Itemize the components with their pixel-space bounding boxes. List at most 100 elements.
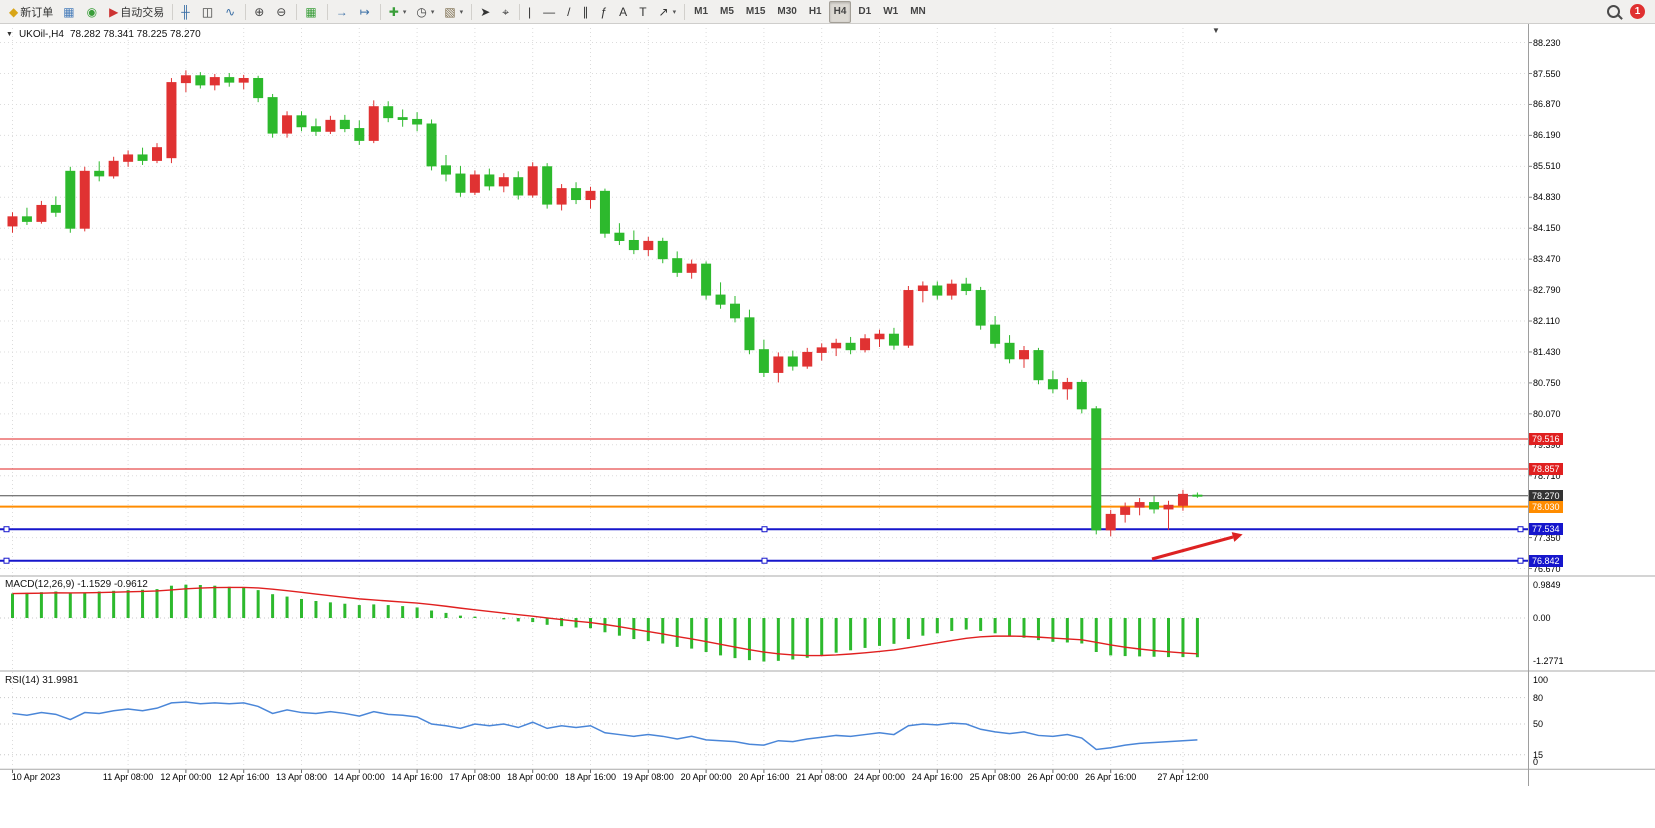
periods-button[interactable]: ◷ ▾ (412, 1, 438, 23)
notification-badge[interactable]: 1 (1630, 4, 1645, 19)
indicators-button[interactable]: ✚ ▾ (385, 1, 411, 23)
timeframe-MN-button[interactable]: MN (910, 6, 926, 17)
new-order-button[interactable]: ◆ 新订单 (5, 1, 57, 23)
price-axis-label: 86.190 (1533, 130, 1561, 141)
rsi-level-label: 15 (1533, 749, 1544, 760)
line-chart-icon: ∿ (225, 4, 236, 19)
auto-scroll-button[interactable]: → (332, 1, 354, 23)
autotrading-button[interactable]: ▶ 自动交易 (105, 1, 168, 23)
rsi-level-label: 80 (1533, 692, 1544, 703)
price-axis-label: 85.510 (1533, 161, 1561, 172)
candlestick-chart-button[interactable]: ◫ (198, 1, 219, 23)
price-axis-label: 84.150 (1533, 223, 1561, 234)
red-line-price-label: 79.516 (1529, 433, 1563, 446)
toolbar-right-group: 1 (1607, 4, 1651, 19)
time-axis-label: 27 Apr 12:00 (1157, 772, 1209, 782)
zoom-out-button[interactable]: ⊖ (272, 1, 292, 23)
chevron-down-icon: ▾ (459, 8, 464, 16)
timeframe-M15-button[interactable]: M15 (745, 6, 766, 17)
cursor-button[interactable]: ➤ (476, 1, 496, 23)
toolbar-separator (379, 3, 381, 20)
charts-grid-button[interactable]: ▦ (59, 1, 80, 23)
timeframe-M1-button[interactable]: M1 (694, 6, 709, 17)
tile-windows-button[interactable]: ▦ (301, 1, 322, 23)
crosshair-button[interactable]: ⌖ (498, 1, 515, 23)
time-axis-label: 17 Apr 08:00 (449, 772, 501, 782)
timeframe-D1-button[interactable]: D1 (858, 6, 872, 17)
channel-button[interactable]: ∥ (578, 1, 594, 23)
templates-icon: ▧ (444, 4, 456, 19)
periods-icon: ◷ (416, 4, 427, 19)
toolbar-separator (684, 3, 686, 20)
toolbar-separator (471, 3, 473, 20)
price-axis-label: 87.550 (1533, 68, 1561, 79)
toolbar-separator (172, 3, 174, 20)
cursor-icon: ➤ (480, 4, 491, 19)
rsi-indicator-header: RSI(14) 31.9981 (5, 675, 79, 686)
zoom-in-button[interactable]: ⊕ (250, 1, 270, 23)
time-axis-label: 12 Apr 16:00 (218, 772, 270, 782)
candlestick-chart-icon: ◫ (201, 4, 214, 19)
rsi-level-label: 0 (1533, 757, 1539, 767)
time-axis-label: 10 Apr 2023 (11, 772, 61, 782)
toolbar-separator (519, 3, 521, 20)
price-axis-label: 86.870 (1533, 99, 1561, 110)
label-button[interactable]: T (635, 1, 652, 23)
data-window-button[interactable]: ◉ (83, 1, 103, 23)
price-axis-label: 82.110 (1533, 316, 1560, 327)
crosshair-icon: ⌖ (502, 4, 510, 19)
time-axis-label: 14 Apr 00:00 (333, 772, 385, 782)
price-axis-label: 83.470 (1533, 254, 1561, 265)
zoom-in-icon: ⊕ (254, 4, 265, 19)
time-axis-label: 21 Apr 08:00 (796, 772, 848, 782)
time-axis-label: 12 Apr 00:00 (160, 772, 212, 782)
time-axis-label: 19 Apr 08:00 (622, 772, 674, 782)
bar-chart-icon: ╫ (181, 4, 190, 19)
macd-scale-label: 0.9849 (1533, 579, 1561, 590)
timeframe-M5-button[interactable]: M5 (720, 6, 734, 17)
price-axis-label: 77.350 (1533, 532, 1561, 543)
search-icon[interactable] (1607, 5, 1620, 18)
chart-symbol-header: ▼ UKOil-,H4 78.282 78.341 78.225 78.270 (6, 29, 201, 40)
text-button[interactable]: A (615, 1, 633, 23)
chart-shift-marker-icon[interactable]: ▼ (1212, 26, 1220, 35)
toolbar-separator (326, 3, 328, 20)
chart-shift-button[interactable]: ↦ (356, 1, 376, 23)
channel-icon: ∥ (582, 4, 589, 19)
data-window-icon: ◉ (86, 4, 98, 19)
red-line-price-label: 78.857 (1529, 463, 1563, 476)
macd-indicator-header: MACD(12,26,9) -1.1529 -0.9612 (5, 579, 148, 590)
main-toolbar: ◆ 新订单 ▦ ◉ ▶ 自动交易 ╫ ◫ ∿ ⊕ ⊖ ▦ → ↦ ✚ ▾ ◷ ▾ ▧ ▾ ➤ ⌖ | — / ∥ ƒ A T ↗ ▾ M1 M5… (0, 0, 1655, 24)
symbol-label: UKOil-,H4 (18, 29, 64, 40)
templates-button[interactable]: ▧ ▾ (440, 1, 467, 23)
macd-scale-label: 0.00 (1533, 613, 1551, 623)
chevron-down-icon: ▾ (430, 8, 435, 16)
vertical-line-button[interactable]: | (524, 1, 537, 23)
time-axis-label: 25 Apr 08:00 (969, 772, 1021, 782)
price-axis-label: 82.790 (1533, 285, 1561, 296)
chart-shift-icon: ↦ (359, 4, 370, 19)
line-chart-button[interactable]: ∿ (221, 1, 241, 23)
timeframe-W1-button[interactable]: W1 (883, 6, 899, 17)
label-icon: T (639, 4, 647, 19)
charts-grid-icon: ▦ (63, 4, 75, 19)
trendline-button[interactable]: / (563, 1, 576, 23)
red-arrow-annotation (1151, 535, 1234, 561)
timeframe-H4-button[interactable]: H4 (828, 0, 852, 23)
trendline-icon: / (567, 4, 571, 19)
price-axis-label: 80.750 (1533, 377, 1561, 388)
horizontal-line-button[interactable]: — (539, 1, 561, 23)
bar-chart-button[interactable]: ╫ (177, 1, 196, 23)
timeframe-M30-button[interactable]: M30 (777, 6, 797, 17)
blue-line-price-label: 77.534 (1529, 523, 1563, 536)
toolbar-separator (296, 3, 298, 20)
oneclick-trading-icon[interactable]: ▼ (6, 31, 13, 38)
fibonacci-icon: ƒ (600, 4, 608, 19)
price-axis-label: 88.230 (1533, 37, 1561, 48)
fibonacci-button[interactable]: ƒ (596, 1, 613, 23)
time-axis-label: 26 Apr 16:00 (1085, 772, 1137, 782)
arrows-button[interactable]: ↗ ▾ (655, 1, 681, 23)
timeframe-H1-button[interactable]: H1 (808, 6, 822, 17)
